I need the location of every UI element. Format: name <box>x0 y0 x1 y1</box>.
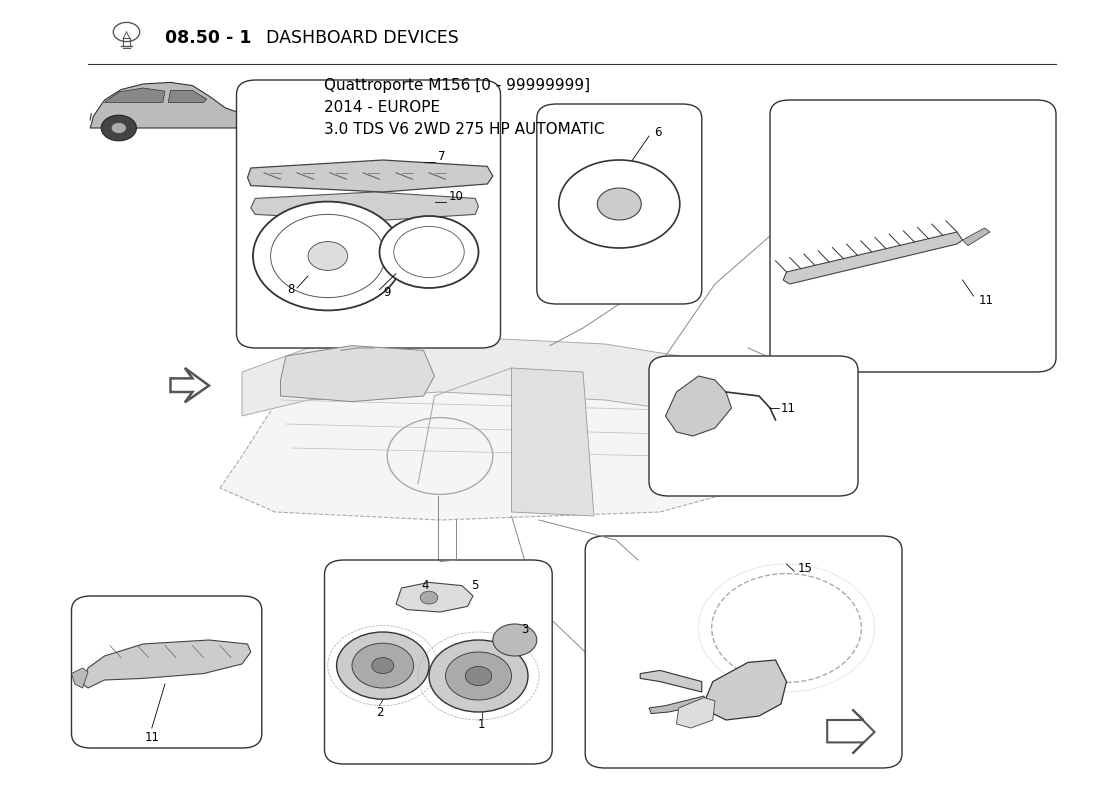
Circle shape <box>265 122 280 134</box>
Polygon shape <box>248 160 493 192</box>
Circle shape <box>429 640 528 712</box>
Circle shape <box>597 188 641 220</box>
Circle shape <box>604 169 615 177</box>
Polygon shape <box>512 368 594 516</box>
Circle shape <box>253 202 403 310</box>
Text: 11: 11 <box>781 402 796 414</box>
Polygon shape <box>82 640 251 688</box>
Text: 2014 - EUROPE: 2014 - EUROPE <box>324 101 441 115</box>
Text: 7: 7 <box>438 150 446 162</box>
Circle shape <box>634 172 645 180</box>
Text: 2: 2 <box>376 706 383 718</box>
Polygon shape <box>676 698 715 728</box>
Text: 3: 3 <box>521 623 529 636</box>
Polygon shape <box>827 710 875 754</box>
Text: 5: 5 <box>472 579 478 592</box>
Polygon shape <box>72 668 88 688</box>
Polygon shape <box>702 660 786 720</box>
Polygon shape <box>242 336 748 416</box>
Polygon shape <box>251 192 478 221</box>
Text: 9: 9 <box>383 286 390 298</box>
Circle shape <box>493 624 537 656</box>
FancyBboxPatch shape <box>649 356 858 496</box>
Circle shape <box>308 242 348 270</box>
Text: Quattroporte M156 [0 - 99999999]: Quattroporte M156 [0 - 99999999] <box>324 78 591 93</box>
Circle shape <box>420 591 438 604</box>
Circle shape <box>337 632 429 699</box>
Polygon shape <box>666 376 732 436</box>
Polygon shape <box>783 232 962 284</box>
Polygon shape <box>90 82 299 128</box>
Circle shape <box>579 181 590 189</box>
Text: 3.0 TDS V6 2WD 275 HP AUTOMATIC: 3.0 TDS V6 2WD 275 HP AUTOMATIC <box>324 122 605 137</box>
Polygon shape <box>168 90 207 102</box>
Polygon shape <box>396 582 473 612</box>
Text: 11: 11 <box>979 294 994 306</box>
Polygon shape <box>649 696 706 714</box>
Circle shape <box>372 658 394 674</box>
Polygon shape <box>640 670 702 692</box>
Circle shape <box>465 666 492 686</box>
Text: 11: 11 <box>144 731 159 744</box>
Circle shape <box>570 202 581 210</box>
Polygon shape <box>220 340 748 520</box>
Text: 15: 15 <box>798 562 813 574</box>
FancyBboxPatch shape <box>72 596 262 748</box>
Circle shape <box>608 232 619 240</box>
Text: 6: 6 <box>654 126 662 138</box>
FancyBboxPatch shape <box>236 80 500 348</box>
FancyBboxPatch shape <box>585 536 902 768</box>
Circle shape <box>637 227 648 235</box>
Polygon shape <box>962 228 990 246</box>
FancyBboxPatch shape <box>770 100 1056 372</box>
Text: 1: 1 <box>478 718 485 730</box>
Circle shape <box>352 643 414 688</box>
Circle shape <box>101 115 136 141</box>
Text: DASHBOARD DEVICES: DASHBOARD DEVICES <box>266 29 459 46</box>
Text: 10: 10 <box>449 190 464 202</box>
Circle shape <box>656 210 667 218</box>
Circle shape <box>111 122 126 134</box>
Polygon shape <box>104 88 165 102</box>
FancyBboxPatch shape <box>537 104 702 304</box>
Circle shape <box>582 222 593 230</box>
Text: 4: 4 <box>421 579 429 592</box>
Polygon shape <box>170 368 209 402</box>
Circle shape <box>255 115 290 141</box>
Circle shape <box>446 652 512 700</box>
Polygon shape <box>280 346 434 402</box>
Text: 8: 8 <box>287 283 295 296</box>
Circle shape <box>559 160 680 248</box>
FancyBboxPatch shape <box>324 560 552 764</box>
Text: 08.50 - 1: 08.50 - 1 <box>165 29 252 46</box>
Circle shape <box>654 188 666 196</box>
Circle shape <box>379 216 478 288</box>
